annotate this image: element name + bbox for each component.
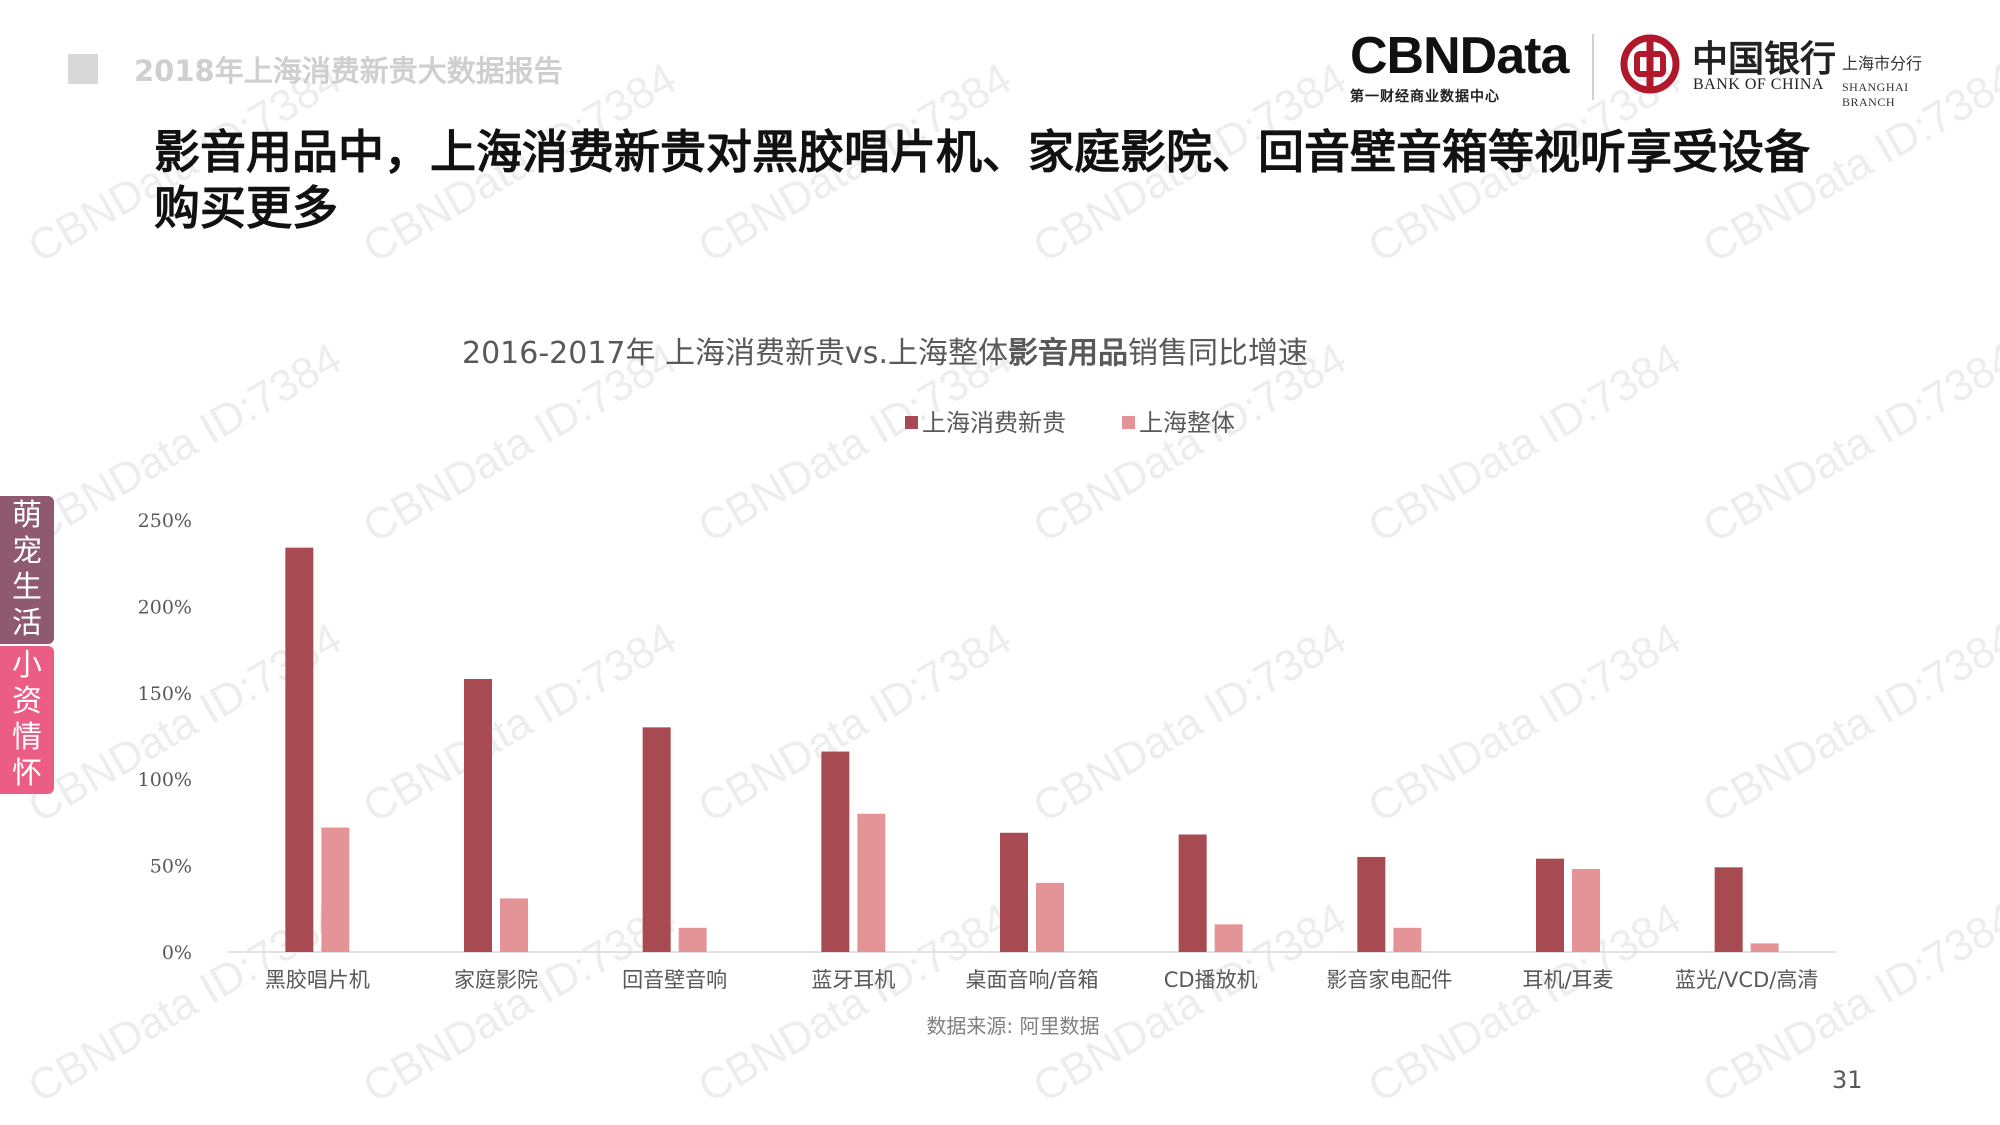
x-category-label: 耳机/耳麦 — [1522, 968, 1613, 992]
bank-of-china-name: 中国银行 — [1692, 38, 1837, 80]
side-tab-char: 活 — [12, 606, 42, 641]
bar-shanghai-overall — [1572, 869, 1600, 952]
chart-title-prefix: 2016-2017年 上海消费新贵vs.上海整体 — [462, 336, 1008, 371]
legend-item: 上海整体 — [1122, 409, 1235, 437]
bar-new-elite — [464, 678, 492, 952]
bar-new-elite — [1000, 832, 1028, 952]
x-category-label: 蓝牙耳机 — [811, 968, 895, 992]
legend-item: 上海消费新贵 — [905, 409, 1066, 437]
bar-shanghai-overall — [1393, 927, 1422, 952]
bars — [285, 547, 1779, 952]
x-category-label: 家庭影院 — [454, 968, 538, 992]
side-tab-char: 资 — [12, 684, 42, 719]
y-tick-label: 150% — [138, 683, 192, 705]
bar-shanghai-overall — [1750, 943, 1779, 952]
legend-label: 上海消费新贵 — [922, 409, 1066, 437]
cbndata-logo-subtitle: 第一财经商业数据中心 — [1350, 89, 1500, 105]
y-tick-label: 250% — [138, 510, 192, 532]
cbndata-logo: CBNData 第一财经商业数据中心 — [1350, 28, 1570, 106]
x-category-label: 影音家电配件 — [1326, 968, 1452, 992]
cbndata-logo-text: CBNData — [1350, 27, 1569, 85]
bar-new-elite — [821, 751, 850, 952]
report-tag: 2018年上海消费新贵大数据报告 — [68, 48, 563, 90]
bar-new-elite — [642, 727, 671, 952]
bar-new-elite — [1536, 858, 1564, 952]
y-tick-label: 50% — [150, 856, 192, 878]
bar-new-elite — [1714, 867, 1743, 952]
x-category-label: 回音壁音响 — [622, 968, 727, 992]
bar-shanghai-overall — [857, 813, 886, 952]
x-category-label: 桌面音响/音箱 — [965, 968, 1098, 992]
x-category-label: 蓝光/VCD/高清 — [1675, 968, 1818, 992]
bar-new-elite — [285, 547, 314, 952]
side-tab-char: 萌 — [12, 498, 42, 533]
branch-english: SHANGHAI BRANCH — [1842, 80, 1909, 109]
bank-of-china-english: BANK OF CHINA — [1693, 76, 1824, 93]
bank-of-china-logo: 中国银行 BANK OF CHINA 上海市分行 SHANGHAI BRANCH — [1620, 30, 1960, 109]
report-tag-text: 2018年上海消费新贵大数据报告 — [134, 54, 563, 88]
x-category-label: CD播放机 — [1164, 968, 1258, 992]
side-tab-char: 生 — [12, 570, 42, 605]
brand-divider — [1592, 34, 1594, 100]
x-axis-labels: 黑胶唱片机 家庭影院 回音壁音响 蓝牙耳机 桌面音响/音箱 CD播放机 影音家电配件 耳机/耳… — [265, 968, 1819, 992]
y-tick-label: 200% — [138, 596, 192, 618]
chart-title-bold: 影音用品 — [1008, 336, 1128, 371]
branch-name: 上海市分行 — [1842, 54, 1923, 73]
page-number: 31 — [1832, 1066, 1863, 1094]
x-category-label: 黑胶唱片机 — [265, 968, 370, 992]
bar-shanghai-overall — [1036, 882, 1064, 952]
y-tick-label: 100% — [138, 769, 192, 791]
side-tab-pet-life[interactable]: 萌宠生活 — [0, 496, 54, 644]
legend-swatch — [1122, 416, 1135, 429]
y-axis: 0% 50% 100% 150% 200% 250% — [138, 510, 192, 964]
side-tab-char: 小 — [12, 648, 42, 683]
bar-shanghai-overall — [678, 927, 707, 952]
chart-title-suffix: 销售同比增速 — [1128, 336, 1308, 371]
chart-legend: 上海消费新贵 上海整体 — [905, 409, 1235, 437]
side-tab-petty-bourgeois[interactable]: 小资情怀 — [0, 646, 54, 794]
bar-shanghai-overall — [1214, 924, 1243, 952]
bar-shanghai-overall — [321, 827, 350, 952]
report-tag-square — [68, 54, 98, 84]
bar-shanghai-overall — [500, 898, 528, 952]
legend-label: 上海整体 — [1139, 409, 1235, 437]
side-tabs: 萌宠生活 小资情怀 — [0, 496, 54, 794]
bar-new-elite — [1357, 856, 1386, 952]
bank-of-china-emblem-icon — [1620, 34, 1680, 94]
y-tick-label: 0% — [162, 942, 192, 964]
data-source: 数据来源: 阿里数据 — [926, 1014, 1099, 1038]
side-tab-char: 情 — [12, 720, 42, 755]
legend-swatch — [905, 416, 918, 429]
side-tab-char: 宠 — [12, 534, 42, 569]
bar-new-elite — [1178, 834, 1207, 952]
page-headline: 影音用品中，上海消费新贵对黑胶唱片机、家庭影院、回音壁音箱等视听享受设备购买更多 — [154, 125, 1810, 235]
chart-title: 2016-2017年 上海消费新贵vs.上海整体影音用品销售同比增速 — [462, 336, 1308, 371]
side-tab-char: 怀 — [12, 756, 42, 791]
